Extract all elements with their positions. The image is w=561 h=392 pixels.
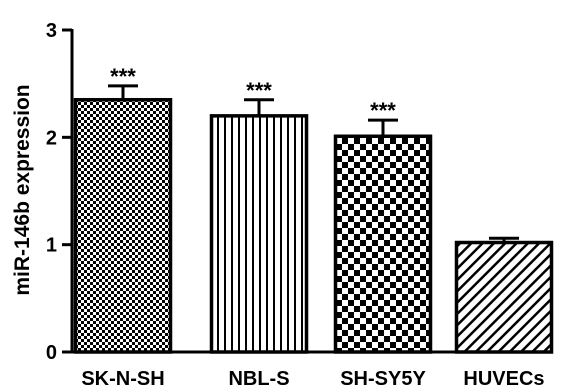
significance-label: *** — [370, 98, 396, 123]
bar-sk-n-sh — [73, 98, 173, 354]
y-axis-title: miR-146b expression — [11, 84, 34, 295]
bar-huvecs — [454, 240, 554, 354]
significance-label: *** — [246, 78, 272, 103]
y-tick-label: 3 — [46, 20, 57, 42]
bar-nbl-s — [209, 114, 309, 354]
significance-label: *** — [110, 64, 136, 89]
x-axis-labels: SK-N-SH NBL-S SH-SY5Y HUVECs — [81, 368, 544, 390]
y-tick-label: 0 — [46, 342, 57, 364]
y-tick-label: 1 — [46, 235, 57, 257]
y-tick-label: 2 — [46, 127, 57, 149]
x-category-label: NBL-S — [228, 368, 289, 390]
x-category-label: HUVECs — [463, 368, 544, 390]
x-category-label: SH-SY5Y — [340, 368, 426, 390]
bars-group: *** *** *** — [73, 64, 554, 354]
x-category-label: SK-N-SH — [81, 368, 164, 390]
y-axis-ticks: 0 1 2 3 — [46, 20, 72, 364]
bar-sh-sy5y — [333, 134, 433, 354]
